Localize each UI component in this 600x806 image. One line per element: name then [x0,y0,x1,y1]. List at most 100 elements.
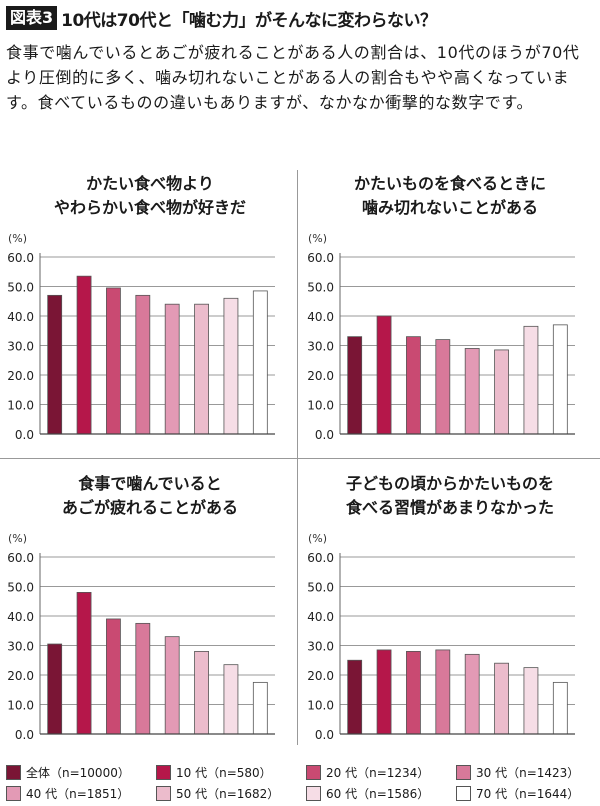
bar-2 [106,618,121,735]
legend-label: 20 代（n=1234） [326,766,430,780]
bar-0 [347,659,363,735]
bar-5 [194,650,209,735]
bar-1 [376,315,392,435]
bar-7 [552,324,568,435]
bar-6 [223,664,239,735]
legend-item: 20 代（n=1234） [306,764,456,781]
chart-title-line: 子どもの頃からかたいものを [345,474,554,493]
bar-0 [47,294,63,435]
bar-chart: (%) 0.0 10.0 20.0 30.0 40.0 50.0 60.0 [7,232,275,442]
legend-label: 40 代（n=1851） [26,787,130,801]
legend-item: 全体（n=10000） [6,764,156,781]
bar-6 [223,297,239,435]
y-tick-label: 50.0 [7,281,34,295]
legend-item: 40 代（n=1851） [6,785,156,802]
bar-chart: (%) 0.0 10.0 20.0 30.0 40.0 50.0 60.0 [307,532,575,742]
y-tick-label: 20.0 [307,669,334,683]
bar-chart: (%) 0.0 10.0 20.0 30.0 40.0 50.0 60.0 [307,232,575,442]
bar-5 [194,303,209,435]
bar-4 [164,636,180,735]
chart-title: 子どもの頃からかたいものを 食べる習慣があまりなかった [300,472,600,520]
legend-label: 10 代（n=580） [176,766,272,780]
figure-tag: 図表3 [6,6,58,30]
y-tick-label: 50.0 [307,281,334,295]
legend-swatch [156,765,171,780]
y-tick-label: 40.0 [307,610,334,624]
y-tick-label: 30.0 [7,640,34,654]
legend-swatch [6,765,21,780]
legend-label: 全体（n=10000） [26,766,130,780]
y-tick-label: 30.0 [307,340,334,354]
y-tick-label: 20.0 [7,369,34,383]
bar-4 [464,348,480,435]
bar-0 [47,643,63,735]
legend-item: 50 代（n=1682） [156,785,306,802]
legend-swatch [456,786,471,801]
bar-3 [435,339,451,435]
chart-title-line: 食べる習慣があまりなかった [345,498,554,517]
legend: 全体（n=10000） 10 代（n=580） 20 代（n=1234） 30 代（n… [6,764,596,802]
bar-4 [164,303,180,435]
chart-title-line: 食事で噛んでいると [78,474,222,493]
bar-6 [523,667,539,735]
legend-item: 60 代（n=1586） [306,785,456,802]
y-tick-label: 20.0 [307,369,334,383]
legend-label: 60 代（n=1586） [326,787,430,801]
bar-4 [464,653,480,735]
y-tick-label: 30.0 [307,640,334,654]
bar-3 [435,649,451,735]
y-tick-label: 40.0 [307,310,334,324]
chart-panel-no-hard-food-habit: 子どもの頃からかたいものを 食べる習慣があまりなかった (%) 0.0 10.0 20.0… [300,472,600,762]
chart-title-line: かたいものを食べるときに [353,174,546,193]
legend-swatch [306,765,321,780]
bar-3 [135,622,151,735]
unit-label: (%) [308,532,327,545]
bar-0 [347,336,363,435]
legend-swatch [156,786,171,801]
legend-label: 70 代（n=1644） [476,787,580,801]
chart-title: かたいものを食べるときに 噛み切れないことがある [300,172,600,220]
y-tick-label: 10.0 [7,399,34,413]
y-tick-label: 40.0 [7,610,34,624]
y-tick-label: 60.0 [7,551,34,565]
y-tick-label: 60.0 [307,551,334,565]
unit-label: (%) [308,232,327,245]
y-tick-label: 0.0 [315,728,334,742]
legend-label: 50 代（n=1682） [176,787,280,801]
unit-label: (%) [8,232,27,245]
y-tick-label: 10.0 [307,699,334,713]
y-tick-label: 10.0 [7,699,34,713]
bar-7 [252,681,268,735]
bar-7 [252,290,268,435]
legend-swatch [6,786,21,801]
y-tick-label: 40.0 [7,310,34,324]
legend-item: 70 代（n=1644） [456,785,596,802]
header: 図表3 10代は70代と「噛む力」がそんなに変わらない？ [6,5,437,31]
bar-5 [494,349,509,435]
vertical-divider [297,170,298,745]
y-tick-label: 60.0 [307,251,334,265]
chart-title: かたい食べ物より やわらかい食べ物が好きだ [0,172,300,220]
chart-title-line: あごが疲れることがある [61,498,238,517]
y-tick-label: 0.0 [15,728,34,742]
bar-2 [106,287,121,435]
bar-1 [76,592,92,735]
y-tick-label: 20.0 [7,669,34,683]
bar-7 [552,681,568,735]
y-tick-label: 30.0 [7,340,34,354]
chart-title: 食事で噛んでいると あごが疲れることがある [0,472,300,520]
legend-swatch [306,786,321,801]
description: 食事で噛んでいるとあごが疲れることがある人の割合は、10代のほうが70代より圧倒… [6,43,580,112]
y-tick-label: 50.0 [307,581,334,595]
bar-chart: (%) 0.0 10.0 20.0 30.0 40.0 50.0 60.0 [7,532,275,742]
chart-panel-cannot-bite-through: かたいものを食べるときに 噛み切れないことがある (%) 0.0 10.0 20.0 30.… [300,172,600,462]
unit-label: (%) [8,532,27,545]
chart-panel-prefer-soft-food: かたい食べ物より やわらかい食べ物が好きだ (%) 0.0 10.0 20.0 30.0 40… [0,172,300,462]
bar-2 [406,336,421,435]
chart-panel-jaw-tired: 食事で噛んでいると あごが疲れることがある (%) 0.0 10.0 20.0 30.0 40… [0,472,300,762]
bar-2 [406,650,421,735]
legend-label: 30 代（n=1423） [476,766,580,780]
legend-item: 30 代（n=1423） [456,764,596,781]
y-tick-label: 10.0 [307,399,334,413]
figure-title: 10代は70代と「噛む力」がそんなに変わらない？ [61,10,437,31]
